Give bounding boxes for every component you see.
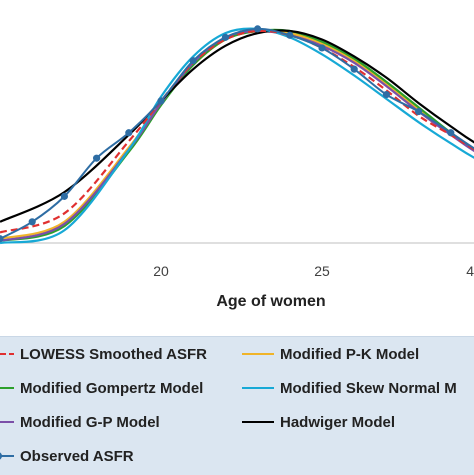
- plot-area: 20253035404Age of women: [0, 25, 474, 310]
- series-line-modified-g-p-model: [0, 29, 474, 242]
- legend-label: Observed ASFR: [20, 447, 134, 465]
- legend-swatch: [0, 341, 14, 367]
- legend-item-modified-skew-normal-m: Modified Skew Normal M: [242, 375, 457, 401]
- data-point-observed: [286, 31, 294, 39]
- legend-item-lowess-smoothed-asfr: LOWESS Smoothed ASFR: [0, 341, 207, 367]
- legend-label: Modified G-P Model: [20, 413, 160, 431]
- legend-label: Modified P-K Model: [280, 345, 420, 363]
- legend-swatch: [242, 409, 274, 435]
- x-tick-label: 25: [314, 263, 330, 279]
- legend-swatch: [242, 375, 274, 401]
- data-point-observed: [254, 25, 262, 33]
- data-point-observed: [28, 218, 36, 226]
- legend-swatch: [0, 409, 14, 435]
- data-point-observed: [125, 129, 133, 137]
- legend-item-modified-g-p-model: Modified G-P Model: [0, 409, 160, 435]
- data-point-observed: [221, 33, 229, 41]
- legend-item-modified-gompertz-model: Modified Gompertz Model: [0, 375, 203, 401]
- legend-label: LOWESS Smoothed ASFR: [20, 345, 207, 363]
- data-point-observed: [157, 97, 165, 105]
- data-point-observed: [60, 192, 68, 200]
- series-line-observed-asfr: [0, 27, 474, 240]
- legend-label: Modified Skew Normal M: [280, 379, 457, 397]
- x-tick-label: 4: [466, 263, 474, 279]
- data-point-observed: [189, 57, 197, 65]
- legend-item-modified-p-k-model: Modified P-K Model: [242, 341, 419, 367]
- series-line-modified-skew-normal-m: [0, 27, 474, 245]
- legend: LOWESS Smoothed ASFR Modified P-K Model Mo…: [0, 336, 474, 475]
- legend-item-observed-asfr: Observed ASFR: [0, 443, 134, 469]
- legend-swatch: [0, 375, 14, 401]
- legend-swatch: [242, 341, 274, 367]
- x-tick-label: 20: [153, 263, 169, 279]
- data-point-observed: [318, 44, 326, 52]
- legend-swatch: [0, 443, 14, 469]
- legend-label: Modified Gompertz Model: [20, 379, 204, 397]
- data-point-observed: [93, 154, 101, 162]
- legend-item-hadwiger-model: Hadwiger Model: [242, 409, 395, 435]
- series-line-modified-gompertz-model: [0, 28, 474, 242]
- data-point-observed: [447, 129, 455, 137]
- data-point-observed: [415, 107, 423, 116]
- series-line-modified-p-k-model: [0, 29, 474, 240]
- series-line-hadwiger-model: [0, 29, 474, 223]
- data-point-observed: [0, 235, 4, 243]
- x-axis-title: Age of women: [216, 293, 325, 310]
- legend-label: Hadwiger Model: [280, 413, 396, 431]
- data-point-observed: [382, 91, 390, 99]
- data-point-observed: [350, 65, 358, 73]
- series-line-lowess-smoothed-asfr: [0, 29, 474, 234]
